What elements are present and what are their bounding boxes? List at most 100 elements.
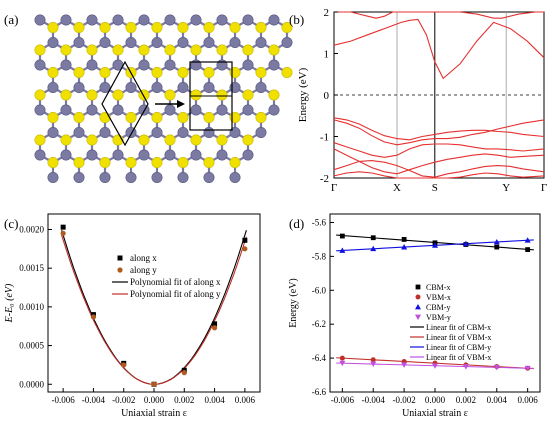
mo-atom bbox=[138, 59, 150, 71]
data-marker bbox=[401, 244, 408, 250]
mo-atom bbox=[125, 172, 137, 184]
mo-atom bbox=[34, 59, 46, 71]
y-tick-label: -1 bbox=[320, 132, 329, 144]
x-tick-label: -0.006 bbox=[52, 395, 76, 405]
s-atom bbox=[112, 44, 124, 56]
s-atom bbox=[177, 112, 189, 124]
legend-label: Linear fit of CBM-y bbox=[426, 343, 491, 352]
mo-atom bbox=[190, 59, 202, 71]
legend-label: along y bbox=[130, 265, 157, 275]
y-axis-label: Energy (eV) bbox=[288, 278, 299, 328]
x-tick-label: S bbox=[432, 182, 438, 194]
x-tick-label: -0.002 bbox=[392, 395, 415, 405]
s-atom bbox=[138, 134, 150, 146]
legend-label: Polynomial fit of along x bbox=[130, 277, 221, 287]
legend-label: Polynomial fit of along y bbox=[130, 289, 221, 299]
mo-atom bbox=[112, 14, 124, 26]
legend-marker bbox=[415, 284, 421, 290]
mo-atom bbox=[86, 14, 98, 26]
s-atom bbox=[216, 134, 228, 146]
x-axis-label: Uniaxial strain ε bbox=[402, 408, 468, 419]
s-atom bbox=[151, 112, 163, 124]
mo-atom bbox=[112, 149, 124, 161]
y-tick-label: 0.0000 bbox=[19, 379, 44, 389]
mo-atom bbox=[99, 172, 111, 184]
panel-a-structure: (a) bbox=[4, 12, 293, 184]
s-atom bbox=[203, 67, 215, 79]
panel-b-label: (b) bbox=[289, 12, 304, 27]
s-atom bbox=[34, 134, 46, 146]
mo-atom bbox=[151, 82, 163, 94]
mo-atom bbox=[47, 127, 59, 139]
mo-atom bbox=[86, 104, 98, 116]
s-atom bbox=[203, 112, 215, 124]
s-atom bbox=[177, 21, 189, 33]
s-atom bbox=[151, 67, 163, 79]
panel-d-band-edges: (d) -5.6 -5.8 -6.0 -6.2 -6.4 -6.6 -0.006 -0.004… bbox=[288, 213, 541, 419]
x-tick-label: -0.004 bbox=[362, 395, 386, 405]
x-tick-label: -0.004 bbox=[82, 395, 106, 405]
band-edge-plot: -5.6 -5.8 -6.0 -6.2 -6.4 -6.6 -0.006 -0.004 -0.0… bbox=[288, 213, 541, 419]
data-marker bbox=[401, 237, 407, 242]
mo-atom bbox=[164, 14, 176, 26]
y-axis-label: E-E₀ (eV) bbox=[4, 283, 15, 323]
s-atom bbox=[138, 44, 150, 56]
marker-along-y bbox=[121, 362, 127, 368]
mo-atom bbox=[281, 36, 293, 48]
s-atom bbox=[268, 44, 280, 56]
mo-atom bbox=[229, 172, 241, 184]
y-tick-label: -6.4 bbox=[312, 353, 327, 363]
y-axis-label: Energy (eV) bbox=[297, 67, 309, 122]
mo-atom bbox=[190, 14, 202, 26]
mo-atom bbox=[151, 127, 163, 139]
s-atom bbox=[47, 112, 59, 124]
y-tick-label: 0.0005 bbox=[19, 341, 44, 351]
s-atom bbox=[177, 67, 189, 79]
data-marker bbox=[370, 361, 377, 368]
s-atom bbox=[73, 112, 85, 124]
data-marker bbox=[432, 363, 438, 369]
y-tick-label: -6.6 bbox=[312, 387, 327, 397]
mo-atom bbox=[47, 172, 59, 184]
mo-atom bbox=[47, 82, 59, 94]
band-plot: -2 -1 0 1 2 Γ X S Y Γ Energy (eV) bbox=[297, 7, 547, 194]
s-atom bbox=[73, 21, 85, 33]
mo-atom bbox=[229, 36, 241, 48]
x-tick-label: 0.000 bbox=[425, 395, 446, 405]
mo-atom bbox=[229, 127, 241, 139]
mo-atom bbox=[268, 14, 280, 26]
panel-a-label: (a) bbox=[4, 12, 18, 27]
mo-atom bbox=[216, 59, 228, 71]
data-marker bbox=[432, 242, 438, 248]
legend-marker bbox=[415, 314, 421, 320]
mo-atom bbox=[255, 127, 267, 139]
mo-atom bbox=[216, 14, 228, 26]
s-atom bbox=[73, 67, 85, 79]
band-line bbox=[333, 142, 545, 158]
s-atom bbox=[281, 67, 293, 79]
s-atom bbox=[125, 21, 137, 33]
panel-c-strain-energy: (c) 0.0000 0.0005 0.0010 0.0015 0.0020 -0.006… bbox=[4, 213, 261, 419]
legend-label: Linear fit of VBM-x bbox=[426, 353, 491, 362]
legend-marker bbox=[117, 255, 123, 261]
mo-atom bbox=[60, 149, 72, 161]
mo-atom bbox=[177, 172, 189, 184]
strain-energy-plot: 0.0000 0.0005 0.0010 0.0015 0.0020 -0.006 -0.0… bbox=[4, 213, 261, 419]
mo-atom bbox=[99, 36, 111, 48]
x-tick-label: 0.004 bbox=[204, 395, 225, 405]
y-tick-label: -5.8 bbox=[312, 251, 327, 261]
data-marker bbox=[524, 365, 531, 372]
mo-atom bbox=[151, 172, 163, 184]
mo-atom bbox=[86, 59, 98, 71]
primitive-cell bbox=[101, 60, 149, 147]
mo-atom bbox=[177, 82, 189, 94]
x-tick-label: 0.002 bbox=[174, 395, 194, 405]
marker-along-y bbox=[211, 325, 218, 331]
y-tick-label: -6.0 bbox=[312, 285, 327, 295]
mo-atom bbox=[255, 36, 267, 48]
data-marker bbox=[462, 240, 469, 247]
band-line bbox=[334, 11, 544, 19]
mo-atom bbox=[60, 14, 72, 26]
mo-atom bbox=[203, 127, 215, 139]
x-tick-label: Γ bbox=[541, 182, 547, 194]
